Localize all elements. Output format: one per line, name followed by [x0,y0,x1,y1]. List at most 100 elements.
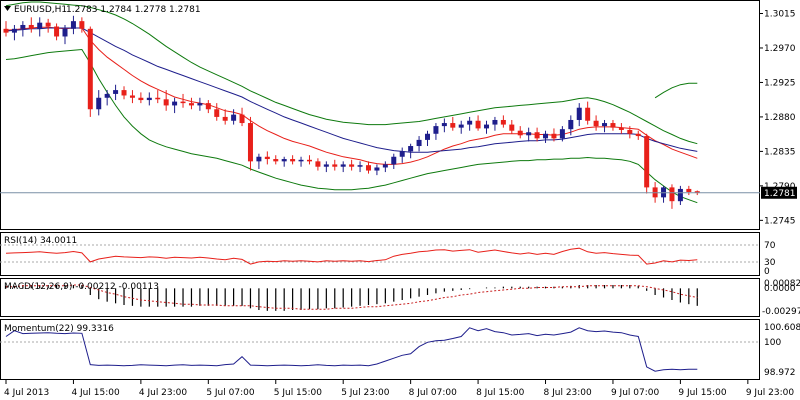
price-tick-label: 1.2835 [764,147,796,157]
candle [205,100,211,114]
candle-body [374,167,380,171]
candle-body [20,24,26,29]
candle [669,184,675,209]
price-tick-label: 1.2880 [764,113,796,123]
candle-body [87,28,93,110]
candle [433,123,439,140]
candle [492,116,498,131]
momentum-pane-frame [0,319,760,380]
macd-pane[interactable]: MACD(12,26,9) -0.00212 -0.00113 0.00082 … [0,278,800,318]
price-tick-label: 1.2925 [764,78,796,88]
candle [214,103,220,121]
candle-body [214,109,220,117]
last-price-box [761,186,797,199]
candle-body [37,22,43,29]
candle [129,90,135,104]
candle [534,127,540,142]
candle [416,136,422,152]
candle [290,155,296,165]
price-pane[interactable]: EURUSD,H1 1.2783 1.2784 1.2778 1.2781 1.… [0,0,797,230]
candle [365,161,371,174]
momentum-title: Momentum(22) 99.3316 [4,324,114,334]
candle-body [163,99,169,106]
band-upper-extension [654,82,698,99]
candle [155,90,161,104]
candle [686,185,692,196]
candle [526,127,532,142]
candle [391,153,397,170]
candle-body [694,191,700,193]
time-tick-label: 8 Jul 07:00 [409,388,458,398]
time-tick-label: 4 Jul 2013 [4,388,49,398]
candle [231,109,237,125]
candle [450,116,456,131]
candle [256,153,262,170]
candle [121,86,127,100]
candle [37,17,43,37]
candle-body [11,28,17,33]
candle-body [559,129,565,139]
band-lower [5,48,698,204]
candle [197,97,203,111]
candle-body [467,120,473,125]
candle-body [635,133,641,137]
candle-body [551,133,557,139]
macd-axis-label-top: 0.00082 [764,279,800,289]
candle-body [669,187,675,202]
candle-body [425,133,430,140]
time-tick-label: 9 Jul 23:00 [746,388,795,398]
candle-body [172,101,178,106]
candle-body [298,159,304,162]
candle-body [70,21,76,29]
candle-body [618,127,624,130]
candle-body [441,123,447,127]
candle [576,103,582,127]
candle-body [484,124,490,129]
price-tick-label: 1.2970 [764,44,796,54]
candle [340,161,346,173]
candle [323,161,329,173]
time-tick-label: 8 Jul 23:00 [544,388,593,398]
candle-body [408,146,414,152]
candle [104,90,110,106]
candle [618,123,624,134]
candle [20,21,26,37]
candle-body [382,164,388,168]
macd-histogram [5,285,698,311]
candle [11,24,17,41]
candle [163,90,169,111]
candle-body [104,93,110,98]
dropdown-triangle-icon[interactable] [4,6,11,11]
candle-body [273,159,279,162]
candle-body [399,151,405,157]
time-tick-label: 5 Jul 07:00 [206,388,255,398]
candle [517,126,523,139]
candle [509,119,515,134]
time-tick-label: 5 Jul 23:00 [341,388,390,398]
candle [79,17,85,33]
candle [610,119,616,131]
rsi-pane[interactable]: RSI(14) 34.0011 70 30 0 [0,232,776,278]
candle-body [340,164,346,167]
candle [222,109,228,125]
candle [627,126,633,139]
candle [458,120,464,134]
candle [298,156,304,167]
time-tick-label: 9 Jul 15:00 [678,388,727,398]
time-tick-label: 4 Jul 23:00 [139,388,188,398]
candle-body [96,97,102,110]
candle-body [256,156,262,162]
candle-body [349,164,355,167]
ohlc-readout: 1.2783 1.2784 1.2778 1.2781 [66,5,201,15]
candle [306,155,312,165]
candle [382,161,388,173]
candle-body [365,165,371,171]
candle-body [627,129,633,134]
candle [3,21,9,37]
candle [543,130,549,143]
candle-body [526,132,532,136]
macd-title: MACD(12,26,9) -0.00212 -0.00113 [4,282,159,292]
candle [585,101,591,125]
